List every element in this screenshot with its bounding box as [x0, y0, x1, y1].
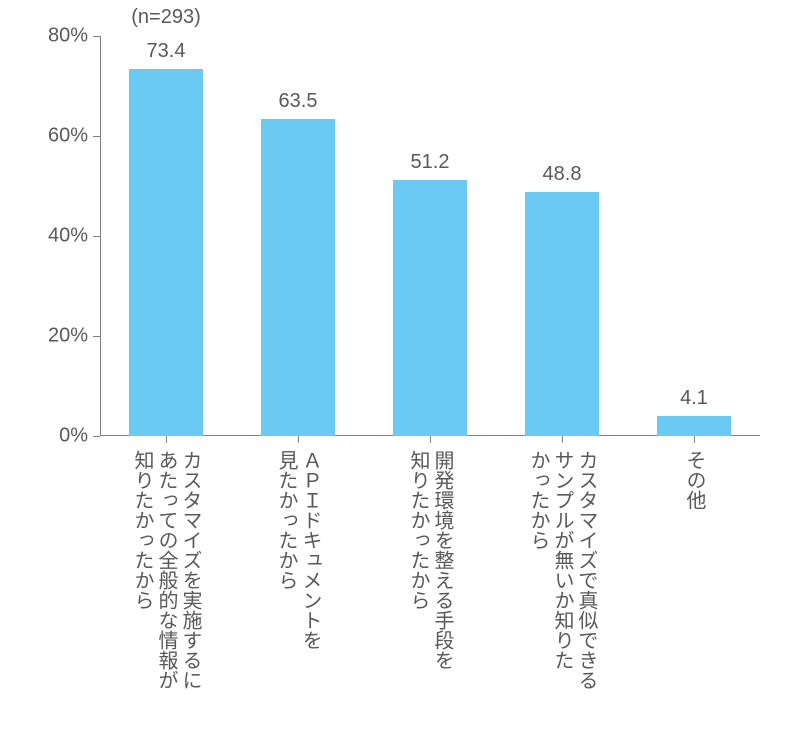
y-tick	[93, 136, 100, 137]
x-tick	[430, 436, 431, 443]
x-category-label: カスタマイズを実施するに あたっての全般的な情報が 知りたかったから	[130, 450, 202, 690]
y-tick-label: 20%	[42, 325, 88, 348]
y-tick	[93, 436, 100, 437]
x-category-label: 開発環境を整える手段を 知りたかったから	[406, 450, 454, 670]
bar	[261, 119, 335, 437]
y-tick-label: 0%	[42, 425, 88, 448]
x-tick	[562, 436, 563, 443]
y-tick	[93, 336, 100, 337]
y-tick	[93, 236, 100, 237]
bar	[657, 416, 731, 437]
y-axis	[100, 36, 101, 436]
x-category-label: カスタマイズで真似できる サンプルが無いか知りた かったから	[526, 450, 598, 690]
bar-value-label: 73.4	[147, 40, 186, 63]
bar-value-label: 51.2	[411, 151, 450, 174]
y-tick-label: 80%	[42, 25, 88, 48]
bar-value-label: 48.8	[543, 163, 582, 186]
x-category-label: ＡＰＩドキュメントを 見たかったから	[274, 450, 322, 650]
subtitle: (n=293)	[116, 6, 216, 29]
bar	[129, 69, 203, 436]
plot-area	[100, 36, 760, 436]
bar	[525, 192, 599, 436]
y-tick-label: 60%	[42, 125, 88, 148]
bar-value-label: 4.1	[680, 387, 708, 410]
x-category-label: その他	[682, 450, 706, 510]
x-tick	[694, 436, 695, 443]
bar	[393, 180, 467, 436]
x-tick	[166, 436, 167, 443]
y-tick	[93, 36, 100, 37]
y-tick-label: 40%	[42, 225, 88, 248]
bar-chart: (n=293) 0% 20% 40% 60% 80% 73.4 カスタマイズを実施するに あ…	[0, 0, 800, 744]
bar-value-label: 63.5	[279, 90, 318, 113]
x-tick	[298, 436, 299, 443]
